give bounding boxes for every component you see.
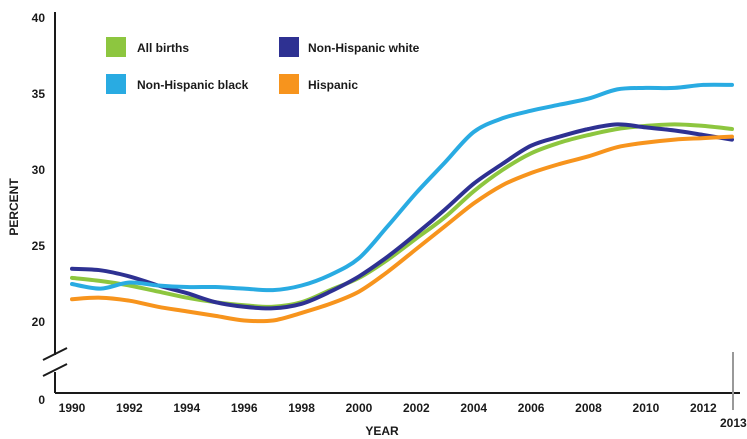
legend-label-hispanic: Hispanic xyxy=(308,78,358,92)
series-line-all-births xyxy=(70,122,734,309)
x-end-label: 2013 xyxy=(720,416,747,430)
series-line-non-hispanic-white xyxy=(70,122,734,311)
legend-swatch-non-hispanic-black xyxy=(106,74,126,94)
legend-label-non-hispanic-black: Non-Hispanic black xyxy=(137,78,249,92)
legend-swatch-all-births xyxy=(106,37,126,57)
x-tick-label-2010: 2010 xyxy=(633,401,660,415)
x-tick-label-2006: 2006 xyxy=(518,401,545,415)
x-axis-title: YEAR xyxy=(365,424,399,438)
legend-label-all-births: All births xyxy=(137,41,189,55)
x-tick-label-1990: 1990 xyxy=(59,401,86,415)
legend-label-non-hispanic-white: Non-Hispanic white xyxy=(308,41,420,55)
x-tick-label-2008: 2008 xyxy=(575,401,602,415)
y-axis-title: PERCENT xyxy=(7,178,21,236)
x-tick-label-1994: 1994 xyxy=(173,401,200,415)
y-tick-label-20: 20 xyxy=(32,315,46,329)
legend: All births Non-Hispanic white Non-Hispan… xyxy=(106,37,420,94)
x-tick-label-2012: 2012 xyxy=(690,401,717,415)
y-tick-label-40: 40 xyxy=(32,11,46,25)
y-tick-label-25: 25 xyxy=(32,239,46,253)
x-tick-label-2002: 2002 xyxy=(403,401,430,415)
x-tick-label-1992: 1992 xyxy=(116,401,143,415)
x-tick-labels: 1990 1992 1994 1996 1998 2000 2002 2004 2006 2008… xyxy=(59,401,717,415)
y-tick-label-35: 35 xyxy=(32,87,46,101)
y-tick-label-30: 30 xyxy=(32,163,46,177)
axis-break-mark-top xyxy=(42,347,68,361)
series-line-hispanic xyxy=(70,134,734,324)
x-tick-label-2000: 2000 xyxy=(346,401,373,415)
axis-break-mark-bottom xyxy=(42,363,68,377)
legend-swatch-hispanic xyxy=(279,74,299,94)
y-tick-label-0: 0 xyxy=(38,393,45,407)
x-tick-label-2004: 2004 xyxy=(460,401,487,415)
series-line-non-hispanic-black xyxy=(70,82,734,293)
legend-swatch-non-hispanic-white xyxy=(279,37,299,57)
x-tick-label-1998: 1998 xyxy=(288,401,315,415)
series-lines xyxy=(70,82,734,324)
x-tick-label-1996: 1996 xyxy=(231,401,258,415)
